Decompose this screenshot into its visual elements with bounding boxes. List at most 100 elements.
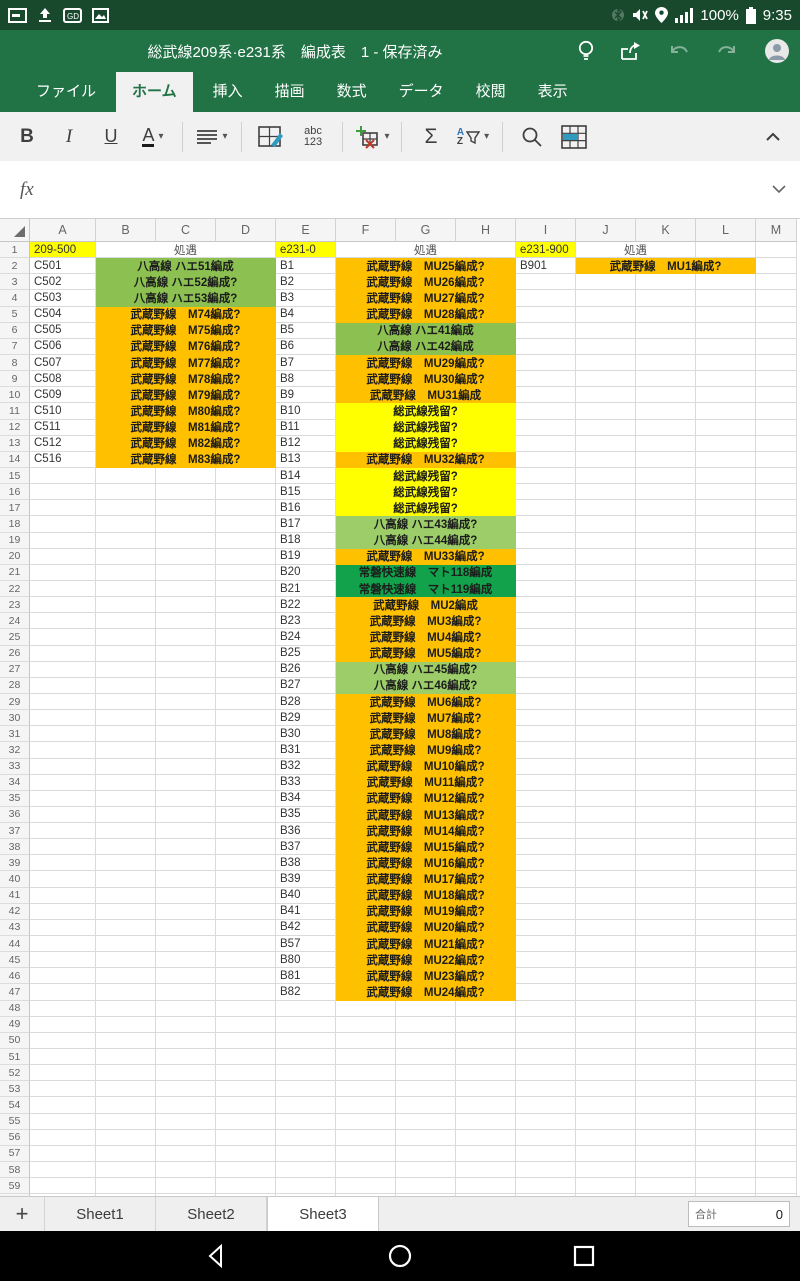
cell[interactable]	[396, 1113, 456, 1130]
freeze-panes-button[interactable]	[553, 117, 595, 157]
cell[interactable]	[96, 919, 156, 937]
cell-A1[interactable]: 209-500	[30, 242, 96, 259]
cell[interactable]	[30, 758, 96, 775]
cell[interactable]	[636, 274, 696, 291]
merged-cell[interactable]: 八高線 ハエ52編成?	[96, 274, 276, 291]
merged-cell[interactable]: 武蔵野線 MU30編成?	[336, 371, 516, 388]
merged-cell[interactable]: 武蔵野線 M79編成?	[96, 387, 276, 404]
cell[interactable]	[576, 645, 636, 662]
cell[interactable]	[30, 1000, 96, 1017]
cell[interactable]	[516, 1129, 576, 1146]
cell[interactable]	[696, 419, 756, 436]
cell[interactable]	[516, 629, 576, 646]
cell[interactable]	[30, 1049, 96, 1066]
ribbon-tab-ホーム[interactable]: ホーム	[116, 71, 193, 112]
cell[interactable]	[636, 790, 696, 807]
merged-cell[interactable]: 武蔵野線 MU15編成?	[336, 839, 516, 856]
cell[interactable]: B12	[276, 435, 336, 452]
cell[interactable]	[30, 1145, 96, 1163]
cell[interactable]	[516, 613, 576, 630]
cell[interactable]	[156, 1081, 216, 1098]
cell[interactable]	[576, 580, 636, 598]
cell[interactable]	[636, 1065, 696, 1082]
cell[interactable]	[516, 742, 576, 759]
cell[interactable]	[516, 936, 576, 953]
merged-cell[interactable]: 処遇	[96, 242, 276, 259]
cell[interactable]: C516	[30, 451, 96, 468]
cell[interactable]	[756, 887, 797, 904]
cell[interactable]	[516, 516, 576, 533]
cell[interactable]: B82	[276, 984, 336, 1001]
cell[interactable]	[636, 758, 696, 775]
undo-icon[interactable]	[668, 42, 690, 60]
cell[interactable]	[216, 645, 276, 662]
cell[interactable]	[216, 629, 276, 646]
cell[interactable]	[156, 742, 216, 759]
cell[interactable]	[696, 839, 756, 856]
cell[interactable]	[576, 1145, 636, 1163]
cell[interactable]	[636, 1178, 696, 1195]
cell[interactable]	[756, 435, 797, 452]
cell[interactable]	[516, 597, 576, 614]
cell[interactable]	[696, 548, 756, 565]
cell[interactable]	[516, 968, 576, 985]
cell[interactable]	[216, 500, 276, 517]
cell[interactable]	[216, 1032, 276, 1050]
cell[interactable]	[96, 839, 156, 856]
column-header-B[interactable]: B	[96, 219, 156, 242]
cell[interactable]	[756, 661, 797, 678]
cell[interactable]	[516, 984, 576, 1001]
home-icon[interactable]	[388, 1244, 412, 1268]
cell[interactable]	[576, 371, 636, 388]
cell[interactable]	[216, 613, 276, 630]
cell[interactable]	[30, 823, 96, 840]
cell[interactable]	[30, 839, 96, 856]
cell[interactable]	[696, 952, 756, 969]
cell[interactable]	[696, 371, 756, 388]
cell[interactable]	[30, 726, 96, 743]
cell[interactable]	[696, 451, 756, 468]
cell[interactable]	[96, 467, 156, 485]
cell[interactable]	[696, 322, 756, 339]
cell[interactable]	[96, 532, 156, 549]
merged-cell[interactable]: 武蔵野線 MU24編成?	[336, 984, 516, 1001]
cell[interactable]	[636, 919, 696, 937]
cell[interactable]	[636, 1145, 696, 1163]
merged-cell[interactable]: 処遇	[576, 242, 696, 259]
cell[interactable]	[30, 919, 96, 937]
cell[interactable]	[156, 677, 216, 694]
cell[interactable]	[216, 1000, 276, 1017]
cell[interactable]	[516, 451, 576, 468]
cell[interactable]	[696, 532, 756, 549]
cell[interactable]	[576, 919, 636, 937]
cell[interactable]	[696, 1049, 756, 1066]
cell[interactable]	[96, 1097, 156, 1114]
cell[interactable]	[156, 532, 216, 549]
merged-cell[interactable]: 武蔵野線 MU16編成?	[336, 855, 516, 872]
column-header-D[interactable]: D	[216, 219, 276, 242]
cell[interactable]	[636, 580, 696, 598]
cell[interactable]	[516, 903, 576, 920]
merged-cell[interactable]: 八高線 ハエ42編成	[336, 338, 516, 355]
cell[interactable]	[30, 500, 96, 517]
cell[interactable]	[576, 855, 636, 872]
cell[interactable]: B36	[276, 823, 336, 840]
cell[interactable]	[96, 1049, 156, 1066]
bold-button[interactable]: B	[20, 125, 34, 147]
merged-cell[interactable]: 武蔵野線 M82編成?	[96, 435, 276, 452]
cell[interactable]	[96, 1016, 156, 1033]
column-header-K[interactable]: K	[636, 219, 696, 242]
cell[interactable]	[636, 661, 696, 678]
row-header-53[interactable]: 53	[0, 1081, 30, 1098]
cell[interactable]: C507	[30, 354, 96, 372]
cell[interactable]	[336, 1081, 396, 1098]
row-header-2[interactable]: 2	[0, 258, 30, 275]
ribbon-tab-数式[interactable]: 数式	[336, 83, 367, 100]
cell[interactable]	[30, 1016, 96, 1033]
cell[interactable]	[30, 532, 96, 549]
add-sheet-button[interactable]: +	[0, 1197, 45, 1231]
cell[interactable]	[216, 919, 276, 937]
cell[interactable]	[756, 1016, 797, 1033]
merged-cell[interactable]: 武蔵野線 M77編成?	[96, 354, 276, 372]
cell[interactable]	[156, 710, 216, 727]
